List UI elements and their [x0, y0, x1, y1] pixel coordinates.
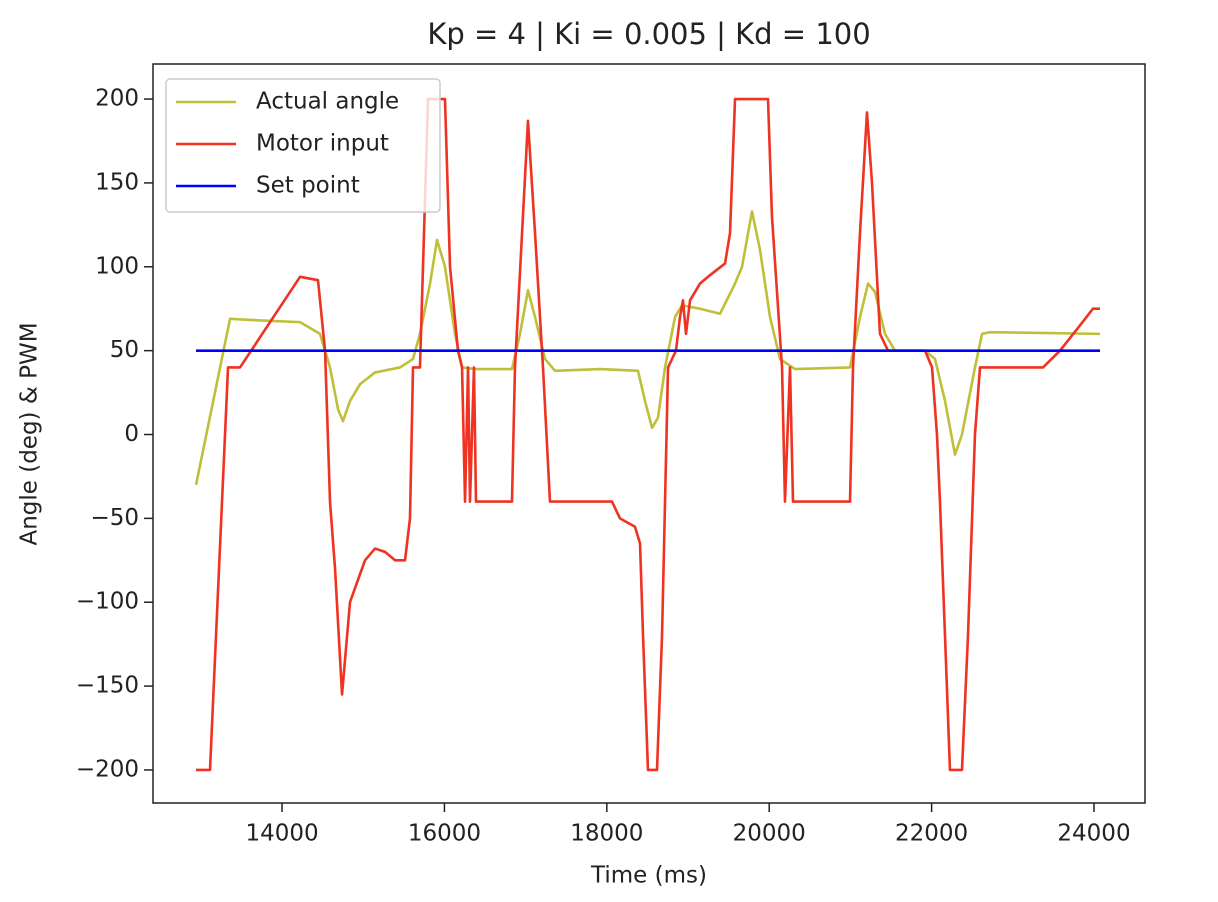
x-tick-label: 20000	[733, 821, 806, 847]
y-tick-label: 100	[95, 253, 139, 279]
y-tick-label: −200	[76, 756, 139, 782]
y-tick-label: 50	[110, 337, 139, 363]
y-tick-label: 150	[95, 169, 139, 195]
legend: Actual angle Motor input Set point	[165, 78, 441, 213]
x-tick-label: 18000	[570, 821, 643, 847]
legend-label: Actual angle	[256, 89, 399, 115]
data-line	[194, 210, 1101, 486]
x-tick-label: 14000	[245, 821, 318, 847]
y-tick-label: 200	[95, 86, 139, 112]
x-tick-label: 16000	[408, 821, 481, 847]
plot-area	[194, 97, 1101, 772]
x-tick-label: 22000	[895, 821, 968, 847]
legend-box	[165, 78, 441, 213]
y-axis-label: Angle (deg) & PWM	[17, 322, 43, 545]
y-tick-label: −100	[76, 589, 139, 615]
y-tick-label: −150	[76, 673, 139, 699]
y-tick-label: 0	[124, 421, 139, 447]
legend-label: Motor input	[256, 131, 389, 157]
legend-label: Set point	[256, 173, 360, 199]
y-tick-label: −50	[90, 505, 139, 531]
chart-title: Kp = 4 | Ki = 0.005 | Kd = 100	[427, 17, 870, 51]
axes-frame	[152, 63, 1146, 804]
x-axis-label: Time (ms)	[590, 863, 707, 889]
data-line	[196, 97, 1101, 772]
x-tick-label: 24000	[1057, 821, 1130, 847]
